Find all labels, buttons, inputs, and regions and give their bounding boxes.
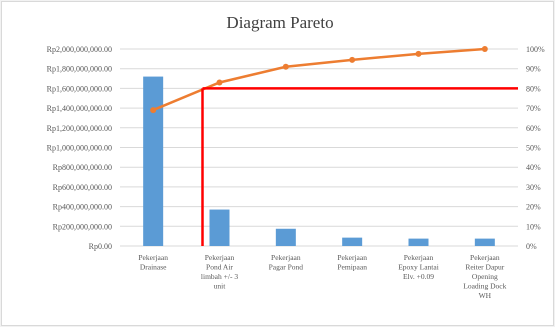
right-tick-label: 20% <box>526 203 541 212</box>
left-tick-label: Rp800,000,000.00 <box>53 163 112 172</box>
line-point <box>481 46 488 52</box>
category-label: Pekerjaan Pond Air limbah +/- 3 unit <box>201 253 238 291</box>
left-tick-label: Rp1,400,000,000.00 <box>47 104 112 113</box>
cumulative-line <box>152 47 485 112</box>
cumulative-line-series <box>150 46 488 114</box>
left-axis-ticks: Rp0.00 Rp200,000,000.00 Rp400,000,000.00 Rp… <box>47 45 112 251</box>
category-label: Pekerjaan Pagar Pond <box>269 253 304 272</box>
left-tick-label: Rp2,000,000,000.00 <box>47 45 112 54</box>
line-point <box>150 107 157 114</box>
right-tick-label: 40% <box>526 163 541 172</box>
category-label: Pekerjaan Pemipaan <box>337 253 367 272</box>
category-labels: Pekerjaan Drainase Pekerjaan Pond Air limbah… <box>138 253 506 300</box>
category-label: Pekerjaan Drainase <box>138 253 168 272</box>
line-point <box>282 63 289 70</box>
left-tick-label: Rp1,000,000,000.00 <box>47 144 112 153</box>
left-tick-label: Rp1,800,000,000.00 <box>47 65 112 74</box>
left-tick-label: Rp0.00 <box>89 242 112 251</box>
bar <box>275 228 296 246</box>
left-tick-label: Rp400,000,000.00 <box>53 203 112 212</box>
line-point <box>349 56 356 63</box>
right-tick-label: 30% <box>526 183 541 192</box>
left-tick-label: Rp1,600,000,000.00 <box>47 84 112 93</box>
gridlines <box>120 48 518 247</box>
right-tick-label: 70% <box>526 104 541 113</box>
bar <box>408 238 429 246</box>
category-label: Pekerjaan Reiter Dapur Opening Loading Dock… <box>463 253 506 300</box>
line-point <box>216 79 223 86</box>
left-tick-label: Rp200,000,000.00 <box>53 222 112 231</box>
left-tick-label: Rp600,000,000.00 <box>53 183 112 192</box>
right-tick-label: 10% <box>526 222 541 231</box>
chart-title: Diagram Pareto <box>226 13 333 32</box>
right-tick-label: 90% <box>526 65 541 74</box>
right-tick-label: 100% <box>526 45 545 54</box>
bar-series <box>143 76 495 246</box>
bar <box>143 76 164 246</box>
right-tick-label: 0% <box>526 242 537 251</box>
category-label: Pekerjaan Epoxy Lantai Elv. +0.09 <box>398 253 439 281</box>
right-tick-label: 60% <box>526 124 541 133</box>
right-tick-label: 50% <box>526 144 541 153</box>
right-axis-ticks: 0% 10% 20% 30% 40% 50% 60% 70% 80% 90% 100% <box>526 45 545 251</box>
bar <box>209 209 230 246</box>
bar <box>474 238 495 246</box>
right-tick-label: 80% <box>526 84 541 93</box>
line-point <box>415 50 422 57</box>
bar <box>342 237 363 246</box>
reference-lines <box>201 87 518 246</box>
left-tick-label: Rp1,200,000,000.00 <box>47 124 112 133</box>
